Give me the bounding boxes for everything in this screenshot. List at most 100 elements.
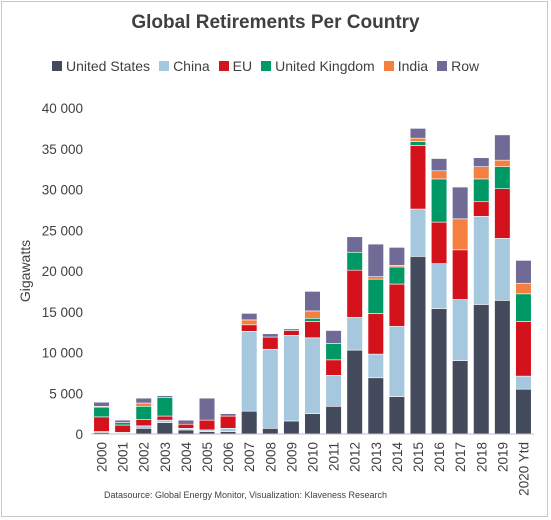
y-tick-label: 10 000 — [42, 346, 83, 361]
y-tick-label: 20 000 — [42, 264, 83, 279]
x-tick-label: 2002 — [137, 442, 152, 472]
x-tick-label: 2008 — [263, 442, 278, 472]
bar-segment — [452, 186, 469, 220]
legend-swatch-row — [437, 61, 448, 71]
legend-label-eu: EU — [232, 58, 253, 74]
y-tick-label: 5 000 — [49, 386, 83, 401]
bar-segment — [494, 134, 511, 161]
bar-segment — [283, 420, 300, 435]
x-tick-label: 2001 — [116, 442, 131, 472]
bar-segment — [473, 157, 490, 167]
bar-segment — [388, 247, 405, 266]
bar-segment — [135, 425, 152, 429]
bar-segment — [304, 413, 321, 435]
y-axis-title: Gigawatts — [17, 240, 33, 302]
x-tick-label: 2004 — [179, 442, 194, 473]
legend-swatch-india — [383, 61, 394, 71]
bar-segment — [156, 415, 173, 421]
bar-segment — [283, 335, 300, 422]
legend-label-china: China — [173, 58, 210, 74]
x-tick-label: 2012 — [348, 442, 363, 472]
bar-segment — [220, 413, 237, 417]
y-tick-label: 40 000 — [42, 101, 83, 116]
bar-segment — [346, 236, 363, 253]
legend-swatch-united-kingdom — [261, 61, 272, 71]
bar-segment — [430, 170, 448, 180]
bar-segment — [156, 419, 173, 423]
bar-segment — [388, 326, 405, 397]
bar-segment — [241, 410, 258, 435]
bar-segment — [346, 251, 363, 271]
bar-segment — [304, 317, 321, 322]
legend-swatch-eu — [218, 61, 229, 71]
x-tick-label: 2015 — [411, 442, 426, 472]
bar-segment — [473, 201, 490, 217]
bar-segment — [346, 269, 363, 318]
legend-label-india: India — [397, 58, 429, 74]
bar-segment — [409, 145, 427, 210]
bar-segment — [473, 178, 490, 203]
bar-segment — [473, 216, 490, 305]
x-tick-label: 2016 — [432, 442, 447, 472]
bar-segment — [156, 395, 173, 398]
legend-item-united-kingdom: United Kingdom — [261, 58, 375, 74]
x-tick-label: 2000 — [95, 442, 110, 472]
bar-segment — [198, 397, 216, 421]
bar-segment — [515, 293, 532, 322]
bar-segment — [114, 424, 131, 433]
bar-segment — [283, 330, 300, 336]
bar-segment — [346, 349, 363, 435]
x-tick-label: 2005 — [200, 442, 215, 472]
bar-segment — [494, 188, 511, 239]
bar-segment — [430, 263, 448, 309]
bar-segment — [114, 422, 131, 426]
bar-segment — [452, 218, 469, 251]
bar-segment — [515, 321, 532, 377]
bar-segment — [409, 256, 427, 435]
bar-segment — [515, 388, 532, 435]
bar-segment — [304, 291, 321, 312]
bar-segment — [220, 415, 237, 429]
bar-segment — [198, 419, 216, 431]
bar-segment — [346, 317, 363, 351]
bar-segment — [388, 266, 405, 285]
bar-segment — [430, 221, 448, 264]
bar-segment — [515, 375, 532, 390]
bar-segment — [388, 396, 405, 435]
bar-segment — [135, 419, 152, 427]
bar-segment — [114, 419, 131, 423]
legend-item-china: China — [159, 58, 210, 74]
bar-segment — [177, 419, 195, 425]
bar-segment — [367, 276, 384, 280]
x-tick-label: 2006 — [221, 442, 236, 472]
bar-segment — [135, 402, 152, 407]
x-tick-label: 2017 — [453, 442, 468, 472]
bar-segment — [93, 416, 110, 432]
bar-segment — [494, 238, 511, 301]
legend-label-united-kingdom: United Kingdom — [275, 58, 375, 74]
bar-segment — [430, 178, 448, 223]
bar-segment — [515, 260, 532, 284]
x-tick-label: 2003 — [158, 442, 173, 472]
x-tick-label: 2009 — [284, 442, 299, 472]
data-source-note: Datasource: Global Energy Monitor, Visua… — [104, 490, 387, 500]
chart-legend: United States China EU United Kingdom In… — [52, 58, 541, 74]
bar-segment — [494, 166, 511, 189]
bar-segment — [241, 313, 258, 321]
bar-segment — [135, 405, 152, 420]
bar-segment — [452, 249, 469, 300]
bar-segment — [430, 308, 448, 435]
bar-segment — [135, 427, 152, 435]
bar-segment — [283, 328, 300, 331]
bar-segment — [262, 336, 279, 350]
x-tick-label: 2019 — [495, 442, 510, 472]
bar-segment — [262, 348, 279, 429]
legend-item-eu: EU — [218, 58, 253, 74]
bar-segment — [325, 343, 342, 361]
bar-segment — [367, 377, 384, 435]
legend-label-united-states: United States — [66, 58, 151, 74]
bar-segment — [367, 353, 384, 379]
bar-segment — [367, 278, 384, 314]
bar-segment — [473, 304, 490, 435]
